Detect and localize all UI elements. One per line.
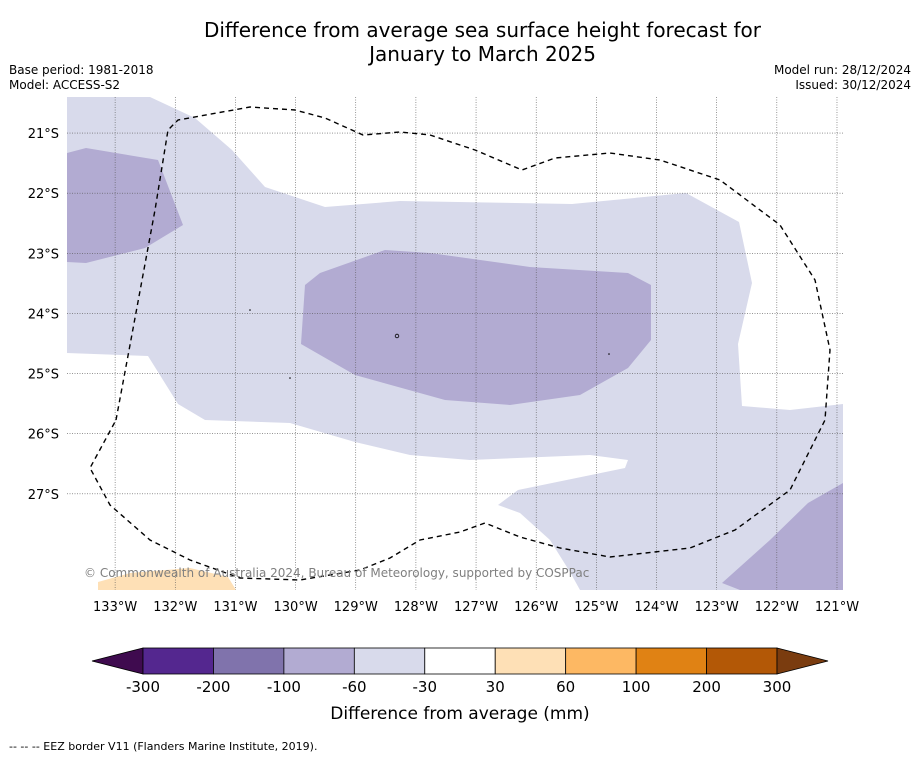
lon-tick-label: 132°W [153,600,197,615]
title-line-1: Difference from average sea surface heig… [203,18,762,42]
colorbar-tick-label: -100 [267,678,301,696]
lon-tick-label: 126°W [514,600,558,615]
contour-dot [608,353,610,355]
colorbar-tick-label: 30 [486,678,505,696]
colorbar-bin [706,647,778,675]
colorbar-bin [565,647,637,675]
colorbar-bin [635,647,707,675]
colorbar-tick-label: 60 [556,678,575,696]
latitude-labels: 21°S 22°S 23°S 24°S 25°S 26°S 27°S [28,127,59,503]
lon-tick-label: 123°W [695,600,739,615]
colorbar-bin [353,647,426,675]
lon-tick-label: 129°W [334,600,378,615]
lat-tick-label: 26°S [28,428,59,443]
lon-tick-label: 131°W [213,600,257,615]
contour-dot [289,377,291,379]
contour-dot [249,309,251,311]
title-line-2: January to March 2025 [369,42,596,66]
lon-tick-label: 122°W [755,600,799,615]
colorbar-bins [142,647,778,675]
region-light-positive [98,568,236,590]
colorbar-tick-label: -300 [126,678,160,696]
lon-tick-label: 133°W [93,600,137,615]
lon-tick-label: 125°W [574,600,618,615]
gridlines [67,97,843,590]
lon-tick-label: 128°W [394,600,438,615]
map-figure: © Commonwealth of Australia 2024, Bureau… [28,97,859,724]
copyright-notice: © Commonwealth of Australia 2024, Bureau… [84,566,589,580]
meta-right: Model run: 28/12/2024 Issued: 30/12/2024 [774,63,911,93]
region-medium-negative-southeast [722,483,843,590]
colorbar-bin [494,647,567,675]
lon-tick-label: 121°W [815,600,859,615]
colorbar-tick-label: 300 [763,678,792,696]
colorbar-extend-high [776,647,829,675]
eez-footnote: -- -- -- EEZ border V11 (Flanders Marine… [9,740,318,753]
eez-border [89,106,831,581]
lon-tick-label: 124°W [634,600,678,615]
lon-tick-label: 127°W [454,600,498,615]
issued-date: Issued: 30/12/2024 [795,78,911,92]
lat-tick-label: 22°S [28,187,59,202]
lat-tick-label: 27°S [28,488,59,503]
colorbar-tick-label: -60 [342,678,367,696]
model-run: Model run: 28/12/2024 [773,63,911,77]
longitude-labels: 133°W 132°W 131°W 130°W 129°W 128°W 127°W 126°W… [93,600,859,615]
contour-dot [394,333,400,339]
colorbar-extend-low [91,647,144,675]
colorbar: -300 -200 -100 -60 -30 30 60 100 200 300 Differen… [91,647,829,724]
colorbar-tick-labels: -300 -200 -100 -60 -30 30 60 100 200 300 [126,678,791,696]
map-plot-area [67,97,843,590]
colorbar-tick-label: 200 [692,678,721,696]
meta-left: Base period: 1981-2018 Model: ACCESS-S2 [9,63,154,93]
region-medium-negative-west [67,148,183,263]
colorbar-bin [142,647,214,675]
colorbar-tick-label: -30 [413,678,438,696]
colorbar-bin [213,647,285,675]
lat-tick-label: 21°S [28,127,59,142]
colorbar-label: Difference from average (mm) [330,704,589,724]
colorbar-bin [283,647,355,675]
lat-tick-label: 24°S [28,307,59,322]
colorbar-bin [424,647,496,675]
colorbar-tick-label: -200 [196,678,230,696]
colorbar-tick-label: 100 [622,678,651,696]
lon-tick-label: 130°W [274,600,318,615]
chart-title: Difference from average sea surface heig… [120,18,845,66]
base-period: Base period: 1981-2018 [9,63,154,77]
lat-tick-label: 25°S [28,368,59,383]
lat-tick-label: 23°S [28,247,59,262]
model-name: Model: ACCESS-S2 [9,78,121,92]
